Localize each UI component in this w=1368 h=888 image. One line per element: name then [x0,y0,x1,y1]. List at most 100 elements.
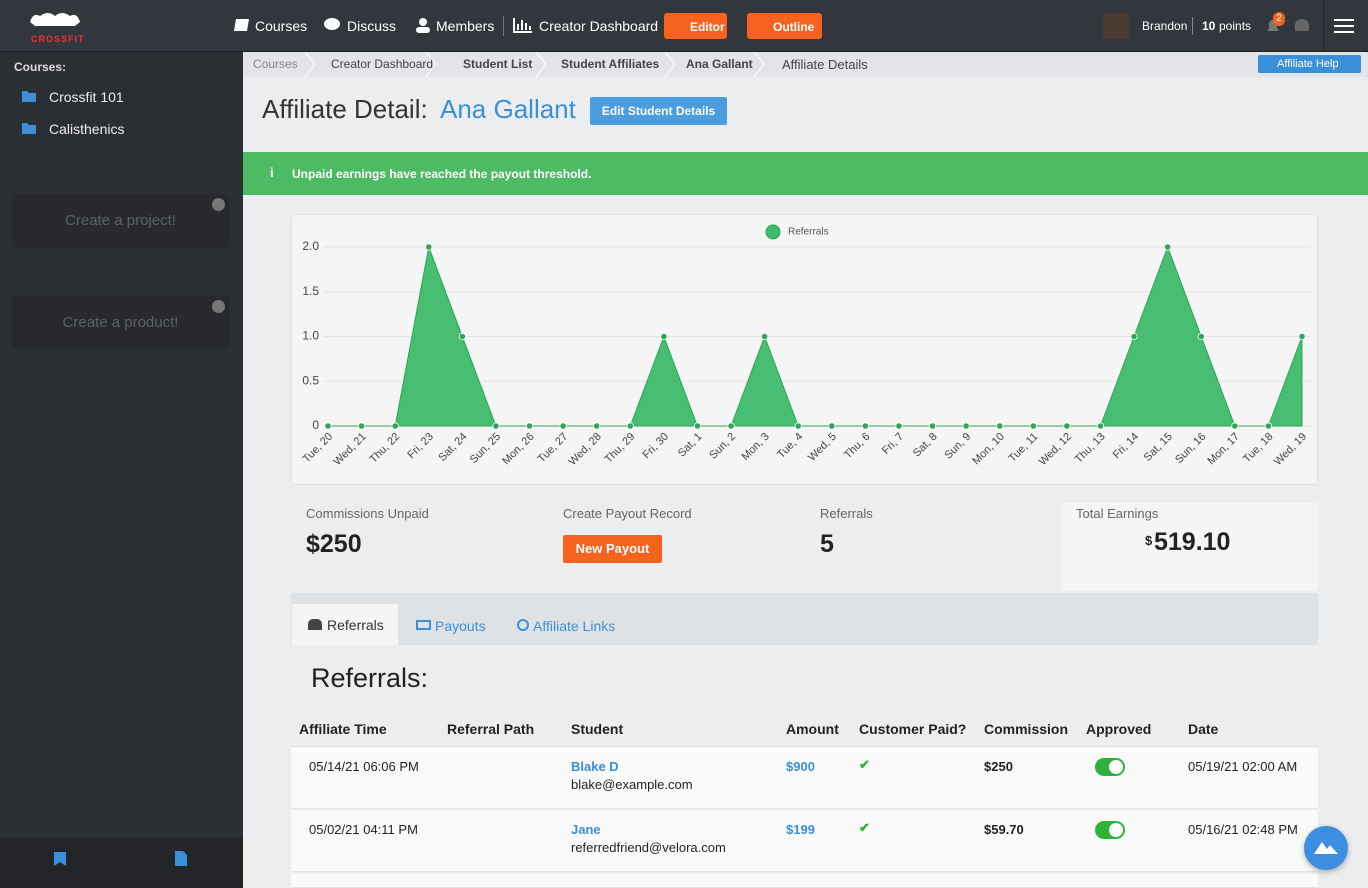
data-point [861,422,869,430]
data-point [492,422,500,430]
user-name[interactable]: Brandon [1142,19,1188,33]
courses-icon [234,19,249,31]
edit-button[interactable]: Edit Student Details [590,97,727,125]
amount-link[interactable]: $199 [786,822,815,837]
breadcrumb[interactable]: Student List [463,57,533,71]
column-header[interactable]: Amount [786,721,839,737]
x-tick-label: Fri, 23 [405,431,436,462]
y-tick-label: 0 [312,418,319,432]
column-header[interactable]: Student [571,721,624,737]
x-tick-label: Thu, 13 [1073,431,1108,466]
column-header[interactable]: Referral Path [447,721,535,737]
approved-toggle[interactable] [1095,758,1125,776]
header-rule [291,746,1318,747]
page-title: Affiliate Detail: [262,94,428,124]
data-point [828,422,836,430]
data-point [626,422,634,430]
dashboard-icon [513,18,532,33]
x-tick-label: Thu, 29 [603,431,638,466]
check-icon: ✔ [859,820,870,835]
x-tick-label: Tue, 20 [301,431,336,466]
x-tick-label: Mon, 3 [740,431,772,463]
new-payout-button[interactable]: New Payout [563,535,662,563]
tab-bar [291,593,1318,645]
x-tick-label: Sat, 1 [676,431,705,460]
top-nav: CROSSFIT Courses Discuss Members Creator… [0,0,1368,52]
breadcrumb[interactable]: Creator Dashboard [331,57,434,71]
tab[interactable]: Payouts [435,618,486,634]
bookmark-icon[interactable] [54,852,66,866]
info-icon: i [270,165,274,180]
members-icon [416,18,430,33]
x-tick-label: Sun, 25 [468,431,503,466]
column-header[interactable]: Commission [984,721,1069,737]
x-tick-label: Wed, 12 [1037,431,1074,468]
column-header[interactable]: Customer Paid? [859,721,967,737]
breadcrumb[interactable]: Ana Gallant [686,57,753,71]
column-header[interactable]: Date [1188,721,1219,737]
create-product-card[interactable]: Create a product! [12,296,229,349]
x-tick-label: Mon, 17 [1205,431,1242,468]
nav-link[interactable]: Creator Dashboard [539,18,659,34]
x-tick-label: Tue, 18 [1241,431,1276,466]
avatar[interactable] [1103,13,1129,39]
data-point [525,422,534,430]
nav-link[interactable]: Discuss [347,18,397,34]
column-header[interactable]: Approved [1086,721,1152,737]
logo-text: CROSSFIT [31,34,85,44]
nav-link[interactable]: Members [436,18,495,34]
mountain-icon [1314,842,1338,854]
tab-icon [517,619,529,631]
cell-commission: $59.70 [984,822,1024,837]
data-point [1164,243,1172,251]
notification-badge: 2 [1273,12,1285,26]
x-tick-label: Mon, 26 [500,431,537,468]
breadcrumb[interactable]: Student Affiliates [561,57,660,71]
document-icon[interactable] [175,851,187,866]
data-point [1096,422,1105,430]
data-point [1029,422,1037,430]
course-link[interactable]: Calisthenics [49,121,125,137]
student-link[interactable]: Jane [571,822,601,837]
points-value: 10 [1202,19,1216,33]
data-point [895,422,903,430]
student-link[interactable]: Blake D [571,759,619,774]
y-tick-label: 1.5 [302,284,319,298]
x-tick-label: Wed, 21 [331,431,368,468]
data-point [458,332,466,341]
column-header[interactable]: Affiliate Time [299,721,387,737]
legend-marker [765,224,781,240]
data-point [391,422,399,430]
tab[interactable]: Affiliate Links [533,618,616,634]
cell-date: 05/19/21 02:00 AM [1188,759,1298,774]
nav-link[interactable]: Courses [255,18,308,34]
data-point [1298,332,1306,341]
helmet-icon[interactable] [1293,17,1311,33]
approved-toggle[interactable] [1095,821,1125,839]
points-label: points [1219,19,1252,33]
cell-email: referredfriend@velora.com [571,840,726,855]
data-point [1231,422,1239,430]
course-link[interactable]: Crossfit 101 [49,89,124,105]
breadcrumb-bar [243,52,1368,77]
x-tick-label: Wed, 28 [567,431,604,468]
earnings-box [1062,503,1318,591]
create-project-card[interactable]: Create a project! [12,194,229,247]
separator [1192,17,1193,35]
tab[interactable]: Referrals [327,617,384,633]
y-tick-label: 0.5 [302,373,319,387]
outline-button[interactable]: Outline [747,13,822,39]
help-button[interactable]: Affiliate Help [1258,55,1361,73]
editor-button[interactable]: Editor [664,13,727,39]
breadcrumb[interactable]: Courses [253,57,298,71]
stat-label: Total Earnings [1076,506,1159,521]
stat-label: Create Payout Record [563,506,692,521]
data-point [996,422,1004,430]
menu-icon[interactable] [1334,18,1354,34]
x-tick-label: Wed, 5 [806,431,839,464]
logo-icon [30,13,80,26]
amount-link[interactable]: $900 [786,759,815,774]
floating-button[interactable] [1304,826,1348,870]
x-tick-label: Sat, 15 [1142,431,1175,464]
